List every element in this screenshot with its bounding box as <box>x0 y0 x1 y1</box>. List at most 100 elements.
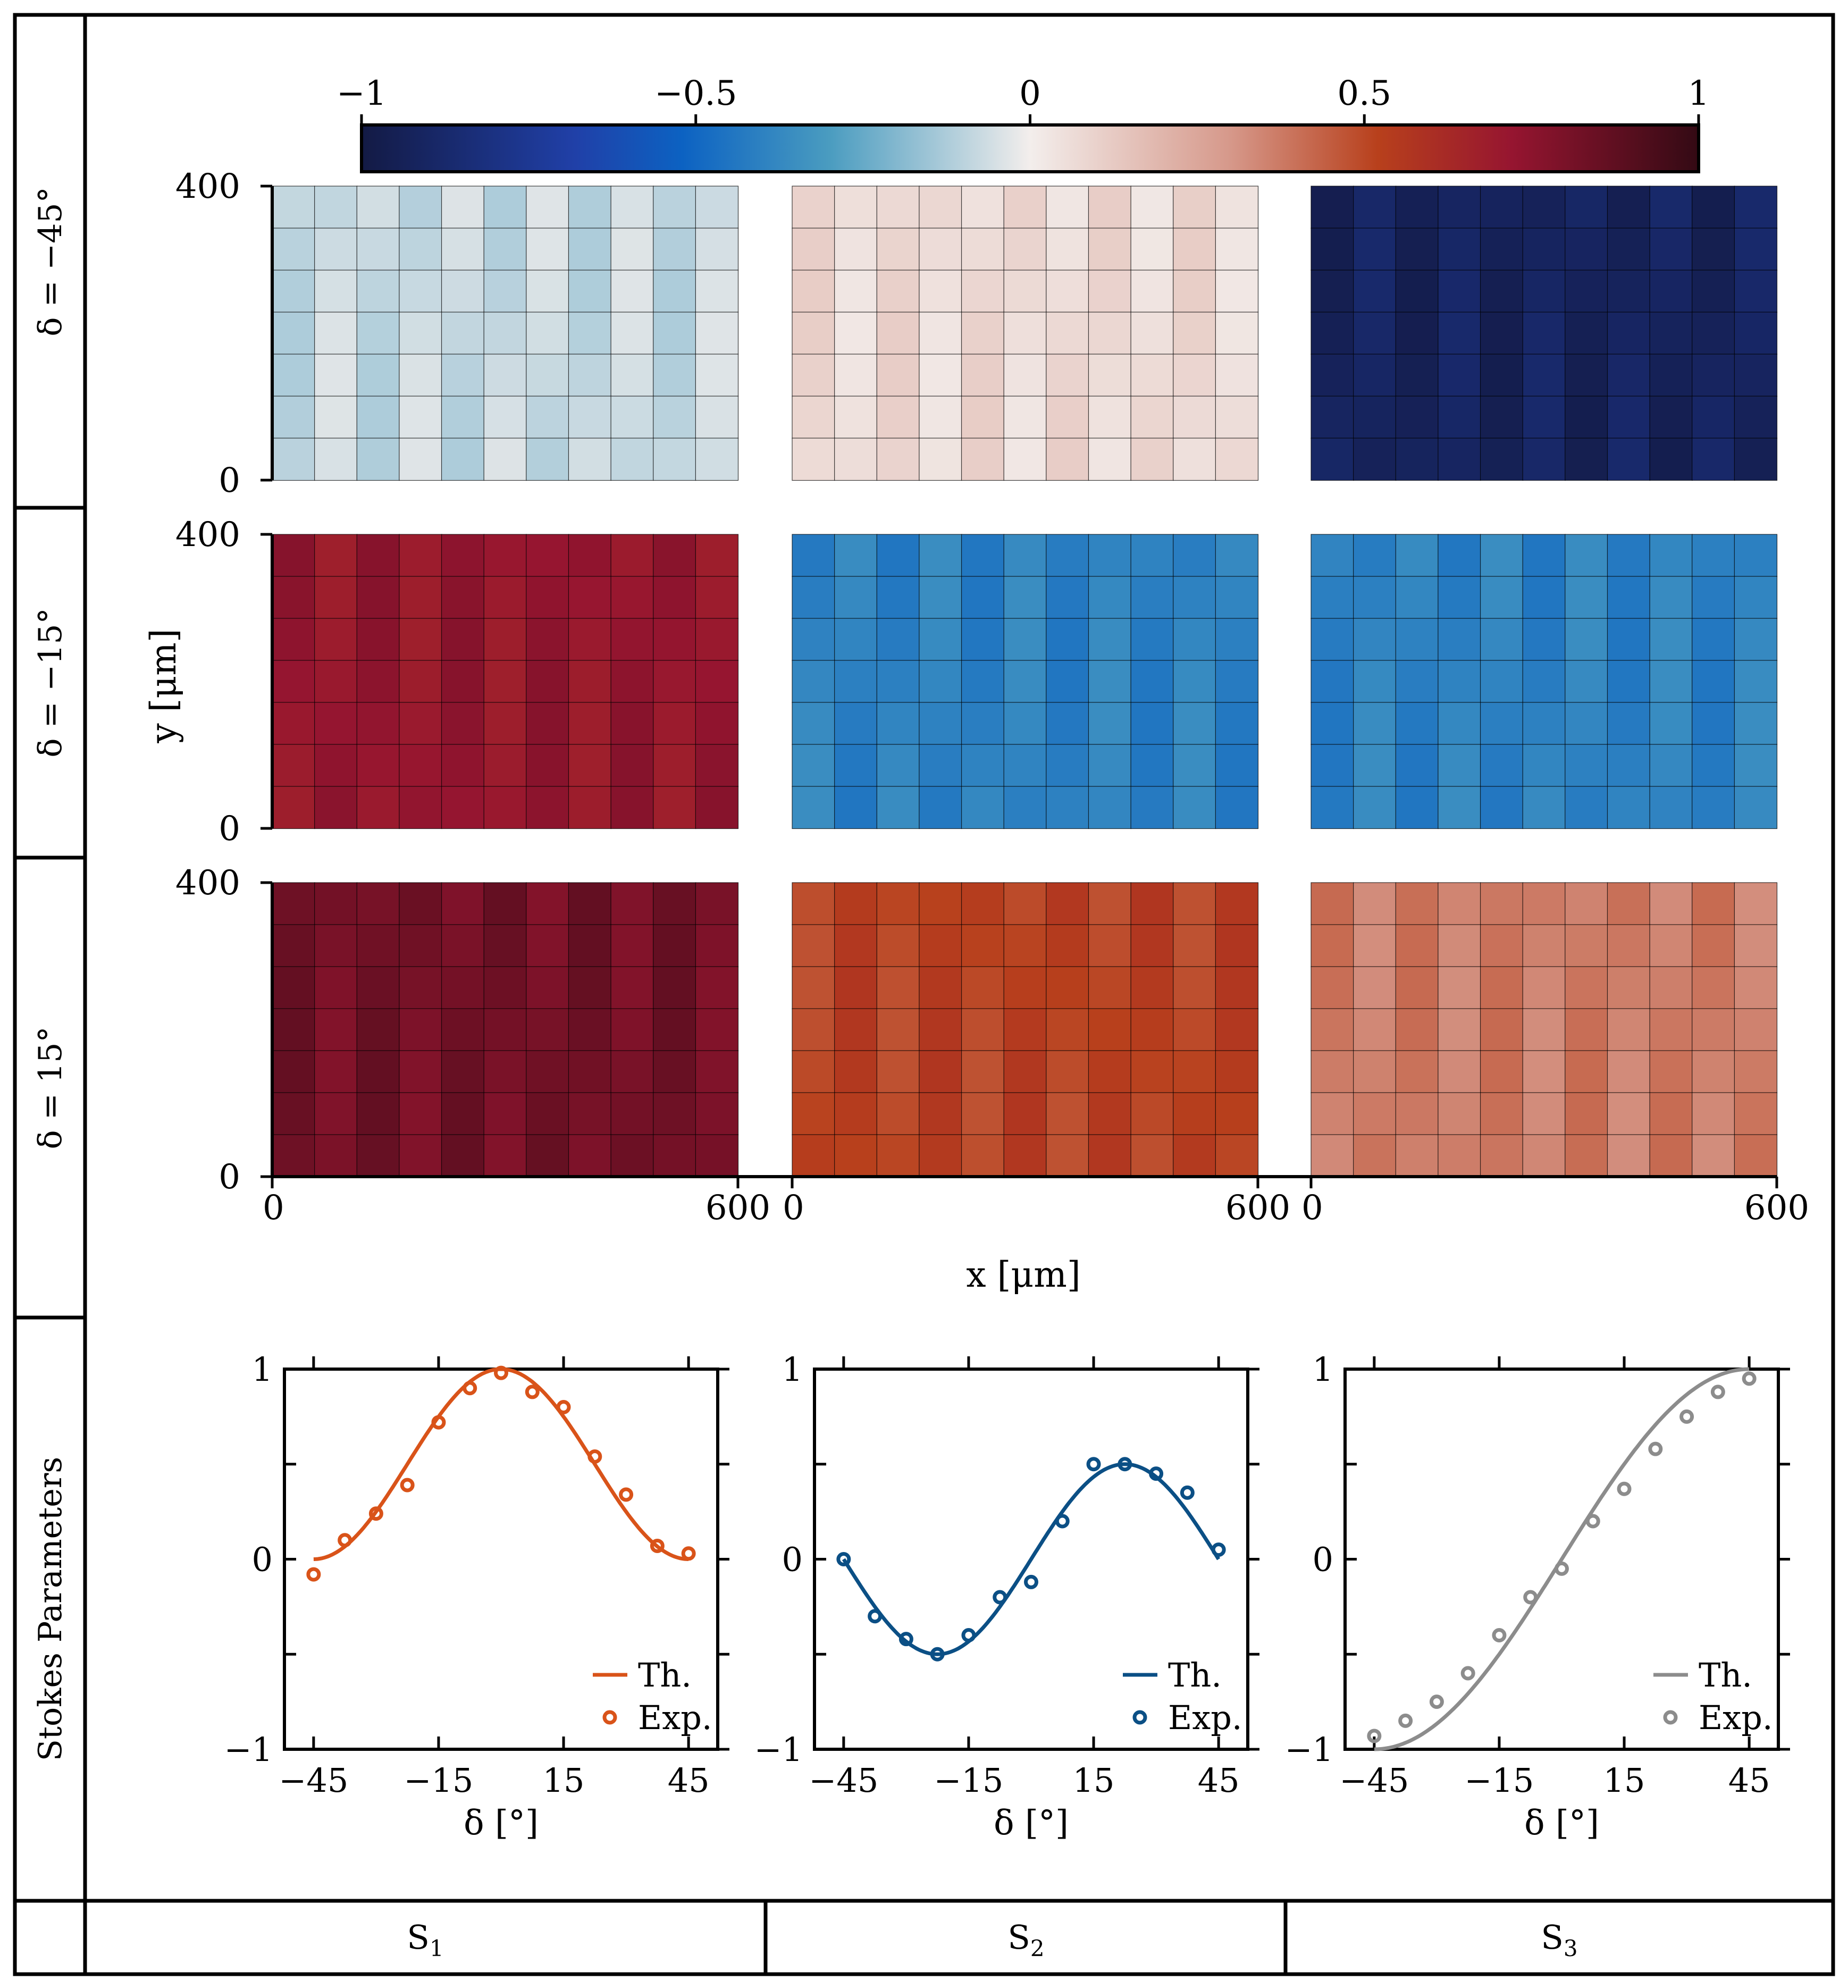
heatmap-cell <box>1607 270 1651 313</box>
exp-point <box>1055 1514 1070 1529</box>
x-tick-label: 15 <box>1073 1761 1115 1800</box>
x-tick-label: 15 <box>543 1761 585 1800</box>
heatmap-cell <box>1395 786 1439 829</box>
heatmap-cell <box>1088 1008 1132 1052</box>
heatmap-cell <box>610 744 654 787</box>
heatmap-x-tick-label: 0 <box>263 1188 284 1228</box>
heatmap-cell <box>1607 660 1651 703</box>
heatmap-cell <box>1734 186 1778 229</box>
heatmap-cell <box>356 396 400 439</box>
heatmap-cell <box>1649 312 1693 355</box>
heatmap-cell <box>314 660 358 703</box>
heatmap-cell <box>356 354 400 397</box>
heatmap-cell <box>1522 1008 1566 1052</box>
x-tick-label: −45 <box>279 1761 348 1800</box>
heatmap-cell <box>526 744 569 787</box>
heatmap-cell <box>1692 924 1735 968</box>
legend-exp-swatch <box>1663 1710 1678 1725</box>
heatmap-cell <box>1395 1008 1439 1052</box>
heatmap-cell <box>1088 534 1132 577</box>
heatmap-cell <box>792 1008 835 1052</box>
heatmap-y-tick-label: 400 <box>175 515 240 555</box>
heatmap-cell <box>1522 882 1566 926</box>
heatmap-cell <box>1088 438 1132 481</box>
exp-point <box>650 1538 665 1553</box>
heatmap-cell <box>610 660 654 703</box>
heatmap-cell <box>1088 702 1132 745</box>
heatmap-cell <box>1130 660 1174 703</box>
heatmap-panel <box>1311 882 1778 1178</box>
heatmap-cell <box>356 966 400 1010</box>
heatmap-cell <box>792 744 835 787</box>
heatmap-cell <box>483 1134 527 1178</box>
heatmap-cell <box>399 186 442 229</box>
heatmap-cell <box>1130 882 1174 926</box>
heatmap-cell <box>399 576 442 619</box>
heatmap-cell <box>441 270 485 313</box>
heatmap-cell <box>483 1092 527 1136</box>
heatmap-cell <box>919 534 962 577</box>
heatmap-cell <box>695 1008 739 1052</box>
heatmap-cell <box>919 618 962 661</box>
heatmap-cell <box>1522 786 1566 829</box>
heatmap-y-tick-label: 0 <box>219 809 240 849</box>
heatmap-cell <box>441 228 485 271</box>
heatmap-cell <box>834 660 878 703</box>
heatmap-cell <box>919 186 962 229</box>
heatmap-cell <box>1353 702 1397 745</box>
heatmap-cell <box>1088 1050 1132 1094</box>
legend-exp-label: Exp. <box>1168 1698 1242 1737</box>
heatmap-cell <box>919 744 962 787</box>
heatmap-cell <box>1480 966 1524 1010</box>
exp-point <box>400 1478 415 1492</box>
legend-exp-swatch <box>602 1710 617 1725</box>
colorbar-tick-label: 1 <box>1688 74 1710 113</box>
heatmap-cell <box>441 702 485 745</box>
heatmap-panel <box>792 186 1259 481</box>
heatmap-cell <box>876 744 920 787</box>
heatmap-cell <box>1311 1050 1354 1094</box>
heatmap-cell <box>1046 438 1089 481</box>
heatmap-cell <box>1438 966 1481 1010</box>
heatmap-cell <box>834 702 878 745</box>
heatmap-cell <box>1692 1092 1735 1136</box>
heatmap-cell <box>1003 438 1047 481</box>
exp-point <box>1149 1466 1164 1481</box>
heatmap-cell <box>1480 576 1524 619</box>
heatmap-cell <box>1215 744 1259 787</box>
heatmap-x-tick-label: 0 <box>783 1188 804 1228</box>
heatmap-cell <box>1480 744 1524 787</box>
heatmap-cell <box>1649 618 1693 661</box>
heatmap-cell <box>441 186 485 229</box>
heatmap-cell <box>483 270 527 313</box>
x-tick-label: −15 <box>934 1761 1004 1800</box>
heatmap-cell <box>919 786 962 829</box>
heatmap-cell <box>792 786 835 829</box>
heatmap-cell <box>1046 1134 1089 1178</box>
heatmap-cell <box>1311 396 1354 439</box>
exp-point <box>1398 1713 1413 1728</box>
heatmap-cell <box>653 354 696 397</box>
heatmap-cell <box>961 1008 1005 1052</box>
heatmap-cell <box>568 228 612 271</box>
heatmap-cell <box>1692 270 1735 313</box>
heatmap-cell <box>568 534 612 577</box>
heatmap-cell <box>1046 882 1089 926</box>
heatmap-cell <box>1607 882 1651 926</box>
heatmap-cell <box>876 438 920 481</box>
heatmap-panel <box>1311 186 1778 481</box>
y-tick-label: 0 <box>1313 1540 1333 1579</box>
heatmap-cell <box>1311 534 1354 577</box>
heatmap-cell <box>526 1050 569 1094</box>
theory-curve <box>1374 1367 1750 1751</box>
heatmap-cell <box>1088 966 1132 1010</box>
heatmap-cell <box>272 534 315 577</box>
heatmap-cell <box>356 786 400 829</box>
heatmap-cell <box>1522 576 1566 619</box>
heatmap-cell <box>876 618 920 661</box>
heatmap-cell <box>610 270 654 313</box>
heatmap-cell <box>610 438 654 481</box>
heatmap-cell <box>1692 882 1735 926</box>
heatmap-cell <box>1649 354 1693 397</box>
